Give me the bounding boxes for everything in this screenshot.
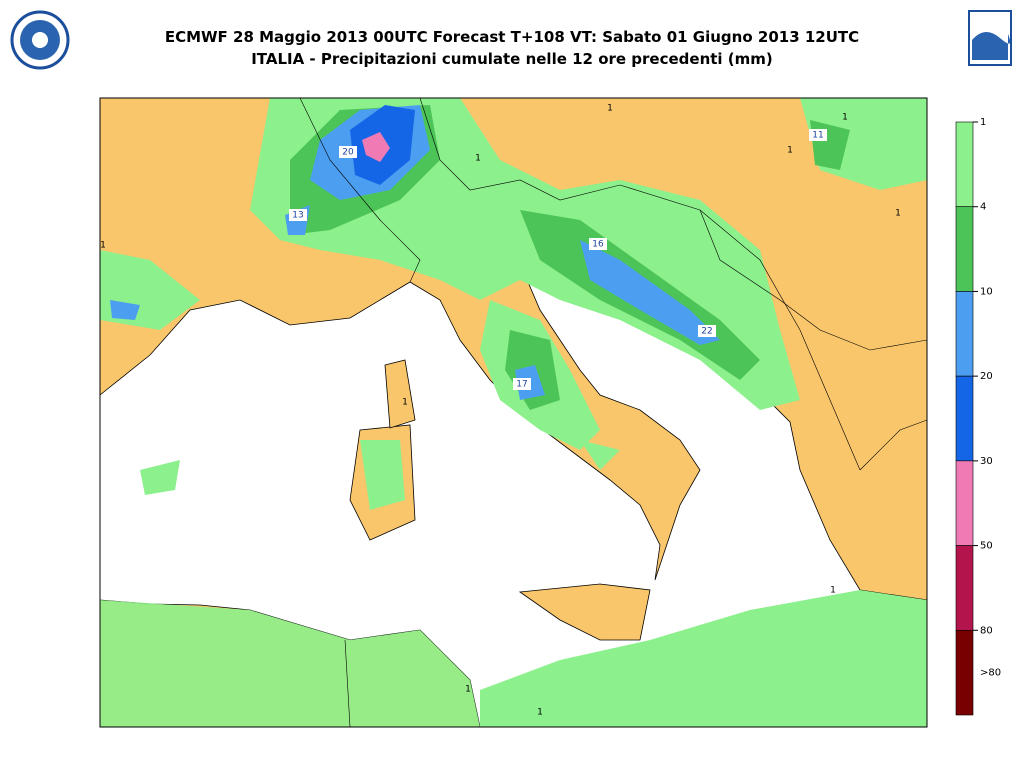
contour-label: 1 (100, 241, 106, 251)
contour-label: 1 (607, 104, 613, 114)
legend-swatch (955, 629, 974, 716)
title-line1: ECMWF 28 Maggio 2013 00UTC Forecast T+10… (165, 28, 859, 46)
contour-label: 1 (465, 685, 471, 695)
sicily (518, 583, 651, 641)
legend-label: 4 (980, 202, 986, 213)
legend-label: >80 (980, 668, 1001, 679)
legend-label: 80 (980, 625, 993, 636)
map (99, 97, 928, 728)
contour-label: 1 (475, 154, 481, 164)
corsica (384, 359, 416, 429)
contour-label: 1 (537, 708, 543, 718)
legend-swatch (955, 291, 974, 377)
contour-label: 1 (895, 209, 901, 219)
contour-label: 1 (787, 146, 793, 156)
precip-extreme (362, 132, 390, 162)
contour-label-box (809, 129, 827, 141)
contour-label: 20 (342, 148, 354, 158)
legend-swatch (955, 545, 974, 631)
map-frame (99, 97, 928, 728)
contour-label: 1 (842, 113, 848, 123)
legend-label: 20 (980, 371, 993, 382)
contour-label: 17 (516, 380, 527, 390)
legend: 1 4 10 20 30 50 80 >80 (955, 117, 1001, 716)
contour-label-box (698, 325, 716, 337)
legend-label: 30 (980, 456, 993, 467)
logo-left (10, 10, 70, 70)
contour-label: 11 (812, 131, 823, 141)
title-line2: ITALIA - Precipitazioni cumulate nelle 1… (251, 50, 773, 68)
legend-swatch (955, 460, 974, 546)
contour-label: 1 (402, 398, 408, 408)
legend-label: 10 (980, 286, 993, 297)
borders (299, 97, 928, 728)
contour-label-box (339, 146, 357, 158)
contour-label: 22 (701, 327, 712, 337)
legend-swatch (955, 121, 974, 208)
contour-label-box (513, 378, 531, 390)
contour-label: 16 (592, 240, 604, 250)
contour-label-box (289, 209, 307, 221)
contour-label-box (589, 238, 607, 250)
legend-label: 1 (980, 117, 986, 128)
contour-label: 13 (292, 211, 303, 221)
legend-swatch (955, 375, 974, 462)
sea (99, 261, 928, 728)
legend-swatch (955, 206, 974, 292)
legend-label: 50 (980, 541, 993, 552)
contour-label: 1 (830, 586, 836, 596)
logo-right (968, 10, 1012, 66)
